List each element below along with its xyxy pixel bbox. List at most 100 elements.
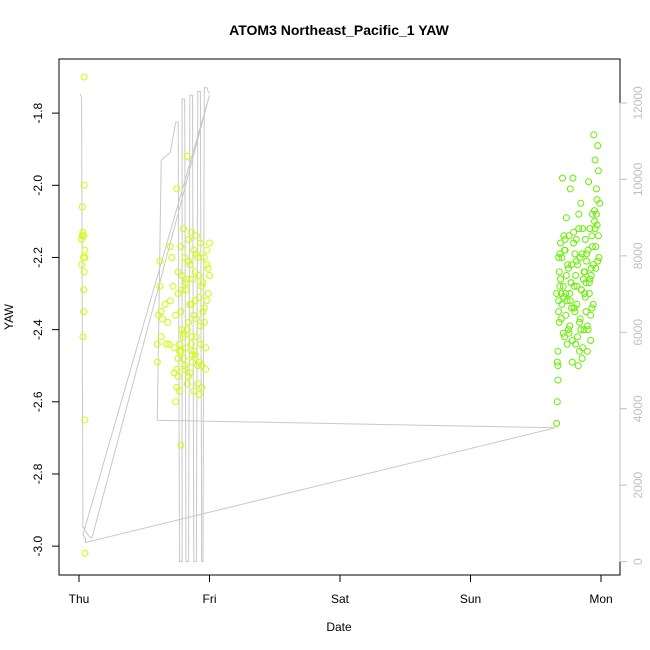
scatter-point [576, 318, 583, 326]
scatter-point [556, 282, 564, 290]
x-tick-label: Fri [203, 592, 217, 606]
scatter-point [588, 304, 596, 312]
scatter-point [562, 272, 570, 279]
scatter-point [78, 261, 86, 269]
scatter-point [199, 308, 207, 316]
line-series-layer [79, 87, 556, 563]
scatter-point [592, 210, 600, 218]
scatter-point [579, 225, 587, 233]
scatter-point [586, 225, 594, 233]
scatter-point [558, 300, 566, 308]
scatter-point [196, 322, 204, 330]
scatter-point [192, 315, 200, 323]
scatter-point [172, 311, 180, 319]
scatter-point [200, 254, 208, 261]
scatter-point [186, 369, 194, 377]
scatter-point [587, 337, 595, 344]
scatter-point [186, 261, 194, 269]
scatter-point [196, 239, 204, 247]
scatter-point [591, 156, 599, 164]
scatter-point [571, 250, 579, 258]
scatter-point [200, 318, 208, 326]
scatter-point [564, 261, 572, 269]
scatter-point [179, 329, 187, 337]
scatter-point [576, 315, 584, 323]
scatter-point [202, 365, 210, 373]
scatter-point [78, 203, 86, 211]
scatter-point [177, 308, 185, 316]
scatter-point [566, 290, 574, 297]
scatter-point [192, 232, 200, 240]
scatter-point [578, 250, 586, 258]
scatter-point [191, 297, 199, 305]
scatter-point [588, 232, 596, 240]
scatter-point [173, 185, 181, 193]
scatter-point [556, 250, 564, 258]
x-axis: Thu Fri Sat Sun Mon [69, 574, 613, 606]
scatter-point [555, 308, 563, 316]
scatter-point [185, 257, 193, 265]
scatter-point [592, 185, 600, 193]
scatter-point [177, 347, 185, 355]
scatter-point [159, 315, 166, 323]
scatter-point [587, 272, 595, 279]
scatter-point [591, 225, 599, 233]
scatter-point [565, 329, 573, 337]
scatter-point [560, 293, 568, 301]
y2-tick-label: 8000 [631, 242, 645, 269]
scatter-point [562, 290, 570, 297]
scatter-point [576, 254, 584, 261]
scatter-point [572, 257, 580, 265]
scatter-point [594, 167, 602, 175]
scatter-point [173, 365, 181, 373]
scatter-point [182, 344, 190, 352]
scatter-point [589, 210, 596, 218]
scatter-point [181, 362, 189, 370]
scatter-point [583, 250, 591, 258]
scatter-point [564, 326, 572, 334]
scatter-point [572, 272, 580, 279]
scatter-point [191, 351, 199, 359]
scatter-point [577, 326, 585, 334]
scatter-point [192, 333, 200, 341]
scatter-point [203, 261, 211, 269]
scatter-point [594, 232, 602, 240]
scatter-point [578, 355, 586, 362]
scatter-point [553, 398, 561, 406]
scatter-point [187, 228, 195, 236]
scatter-point [80, 268, 88, 276]
scatter-point [182, 286, 190, 294]
scatter-point [203, 297, 211, 305]
scatter-point [568, 358, 576, 366]
scatter-point [577, 199, 585, 207]
y2-tick-label: 6000 [631, 319, 645, 346]
scatter-point [199, 279, 207, 287]
scatter-point [584, 246, 592, 254]
scatter-point [561, 235, 569, 243]
scatter-point [573, 282, 581, 290]
scatter-point [580, 268, 588, 276]
scatter-point [571, 308, 579, 316]
scatter-point [182, 279, 190, 287]
scatter-point [78, 235, 86, 243]
scatter-point [594, 142, 602, 150]
scatter-point [585, 290, 593, 297]
scatter-point [587, 311, 595, 319]
scatter-point [557, 315, 565, 323]
scatter-point [562, 214, 570, 222]
scatter-point [170, 344, 178, 352]
scatter-point [79, 333, 87, 341]
scatter-point [589, 300, 597, 308]
scatter-point [555, 254, 563, 261]
scatter-point [559, 329, 567, 337]
y-axis-label: YAW [2, 303, 16, 330]
chart-title: ATOM3 Northeast_Pacific_1 YAW [229, 22, 449, 38]
scatter-point [191, 268, 199, 276]
scatter-point [195, 293, 203, 301]
scatter-point [582, 279, 590, 287]
scatter-point [574, 333, 581, 341]
scatter-point [564, 264, 572, 272]
y-tick-label: -2.2 [31, 247, 45, 268]
scatter-point [187, 333, 195, 341]
scatter-point [182, 275, 190, 283]
